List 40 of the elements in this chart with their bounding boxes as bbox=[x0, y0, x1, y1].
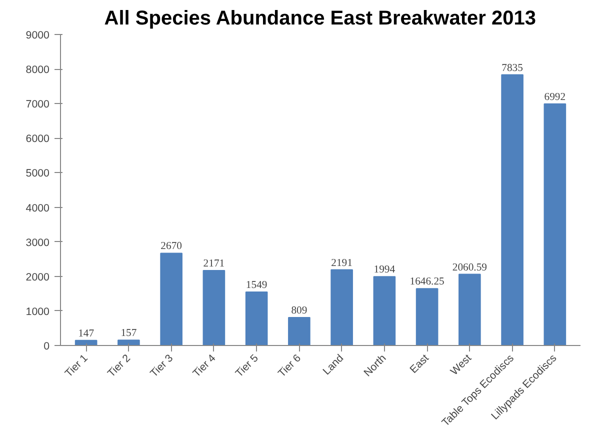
bar bbox=[416, 288, 438, 346]
data-label: 2171 bbox=[203, 258, 225, 270]
bar bbox=[245, 291, 268, 346]
data-label: 147 bbox=[78, 328, 95, 340]
bar bbox=[501, 74, 524, 346]
y-tick-label: 7000 bbox=[26, 98, 50, 111]
data-label: 157 bbox=[120, 328, 138, 340]
x-tick-label: Tier 2 bbox=[105, 352, 133, 380]
y-tick-label: 9000 bbox=[26, 30, 50, 42]
x-tick-label: Tier 5 bbox=[233, 352, 261, 380]
data-label: 1646.25 bbox=[410, 276, 444, 288]
y-tick-label: 5000 bbox=[26, 168, 50, 180]
bar bbox=[330, 269, 353, 346]
y-tick-label: 0 bbox=[44, 340, 50, 352]
data-label: 1994 bbox=[374, 264, 396, 276]
y-tick-label: 6000 bbox=[26, 133, 50, 146]
data-label: 2191 bbox=[331, 258, 352, 269]
bar bbox=[458, 274, 481, 346]
y-tick-label: 4000 bbox=[26, 202, 50, 214]
chart-title: All Species Abundance East Breakwater 2013 bbox=[104, 8, 536, 30]
y-tick-label: 1000 bbox=[26, 306, 50, 318]
bar bbox=[118, 340, 140, 346]
data-label: 2060.59 bbox=[452, 262, 488, 274]
data-label: 6992 bbox=[544, 92, 566, 103]
x-tick-label: Tier 4 bbox=[190, 352, 218, 380]
bar bbox=[160, 252, 182, 346]
x-tick-label: Tier 1 bbox=[62, 352, 90, 380]
bar bbox=[202, 270, 226, 346]
x-tick-label: Tier 6 bbox=[276, 352, 304, 380]
data-label: 2670 bbox=[160, 241, 182, 252]
y-tick-label: 8000 bbox=[26, 64, 50, 76]
data-label: 1549 bbox=[246, 280, 268, 291]
data-label: 7835 bbox=[502, 62, 523, 74]
y-tick-label: 2000 bbox=[26, 271, 50, 284]
data-label: 809 bbox=[291, 306, 308, 317]
bar bbox=[288, 317, 310, 346]
bar bbox=[373, 276, 396, 346]
x-tick-label: Tier 3 bbox=[148, 352, 176, 380]
y-tick-label: 3000 bbox=[26, 236, 50, 249]
bar bbox=[544, 103, 566, 346]
